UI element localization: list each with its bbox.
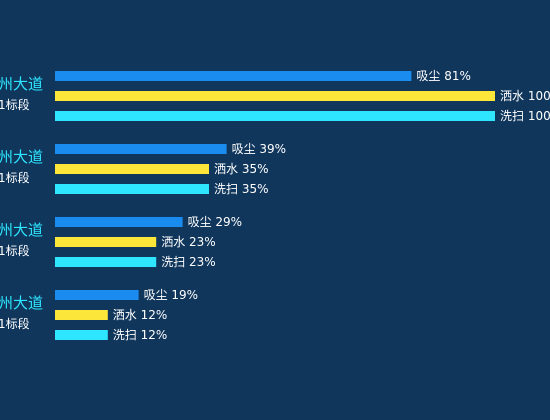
category-group: 州大道 1标段 吸尘 19% 洒水 12% 洗扫 12% bbox=[0, 288, 198, 342]
category-name: 州大道 bbox=[0, 294, 43, 312]
bar bbox=[55, 217, 183, 227]
bar bbox=[55, 91, 495, 101]
category-name: 州大道 bbox=[0, 221, 43, 239]
bar-label: 洒水 100% bbox=[500, 89, 550, 103]
bar bbox=[55, 111, 495, 121]
bar bbox=[55, 184, 209, 194]
category-name: 州大道 bbox=[0, 75, 43, 93]
category-group: 州大道 1标段 吸尘 39% 洒水 35% 洗扫 35% bbox=[0, 142, 286, 196]
bar bbox=[55, 237, 157, 247]
bar-label: 吸尘 81% bbox=[416, 69, 471, 83]
category-group: 州大道 1标段 吸尘 81% 洒水 100% 洗扫 100% bbox=[0, 69, 550, 123]
bar-label: 洒水 12% bbox=[113, 308, 168, 322]
bar-label: 洒水 35% bbox=[214, 162, 269, 176]
category-sub: 1标段 bbox=[0, 97, 30, 112]
bar-label: 吸尘 39% bbox=[232, 142, 287, 156]
bar bbox=[55, 290, 139, 300]
bar bbox=[55, 257, 157, 267]
category-sub: 1标段 bbox=[0, 170, 30, 185]
bar bbox=[55, 71, 412, 81]
bar-label: 洗扫 23% bbox=[161, 255, 216, 269]
bar-label: 吸尘 29% bbox=[188, 215, 243, 229]
bar-label: 洗扫 100% bbox=[500, 109, 550, 123]
bar bbox=[55, 310, 108, 320]
category-group: 州大道 1标段 吸尘 29% 洒水 23% 洗扫 23% bbox=[0, 215, 242, 269]
category-sub: 1标段 bbox=[0, 243, 30, 258]
bar-label: 洗扫 12% bbox=[113, 328, 168, 342]
category-name: 州大道 bbox=[0, 148, 43, 166]
category-sub: 1标段 bbox=[0, 316, 30, 331]
bar bbox=[55, 330, 108, 340]
bar-label: 洗扫 35% bbox=[214, 182, 269, 196]
bar bbox=[55, 144, 227, 154]
bar-label: 洒水 23% bbox=[161, 235, 216, 249]
bar-label: 吸尘 19% bbox=[144, 288, 199, 302]
bar bbox=[55, 164, 209, 174]
